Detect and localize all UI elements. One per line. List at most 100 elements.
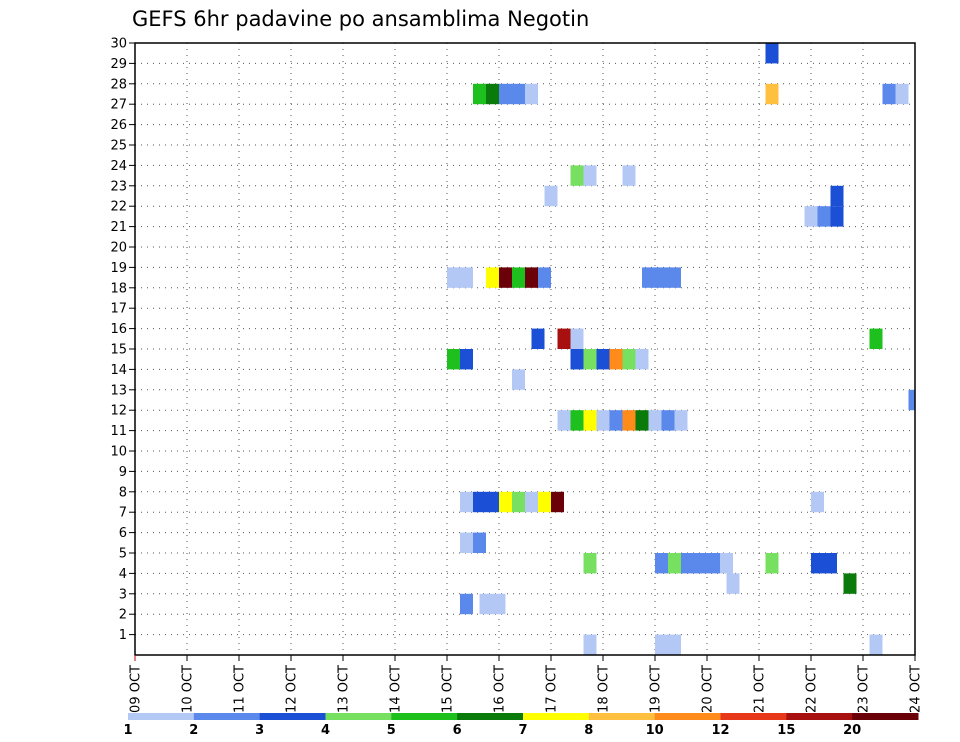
legend-label: 7	[518, 723, 527, 738]
y-tick-label: 27	[110, 98, 127, 113]
precip-cell	[655, 267, 668, 288]
precip-cell	[531, 328, 545, 349]
precip-cell	[635, 349, 649, 370]
precip-cell	[499, 83, 512, 105]
precip-cell	[895, 83, 909, 105]
y-tick-label: 18	[110, 281, 127, 296]
precip-cell	[525, 491, 538, 513]
precip-cell	[655, 634, 668, 655]
y-tick-label: 22	[110, 200, 127, 215]
x-tick-label: 22 OCT	[805, 665, 820, 713]
legend-swatch	[720, 713, 787, 720]
y-tick-label: 1	[119, 628, 127, 643]
precip-cell	[460, 532, 473, 553]
y-tick-label: 10	[110, 445, 127, 460]
precip-cell	[525, 267, 538, 288]
precip-cell	[869, 328, 883, 349]
y-tick-label: 3	[119, 587, 127, 602]
legend-swatch	[457, 713, 524, 720]
legend-label: 4	[321, 723, 330, 738]
precip-cell	[642, 267, 655, 288]
precip-cell	[668, 267, 681, 288]
legend-swatch	[588, 713, 656, 720]
legend-label: 20	[843, 723, 861, 738]
y-axis: 1234567891011121314151617181920212223242…	[110, 37, 135, 643]
x-tick-label: 11 OCT	[233, 665, 248, 713]
x-tick-label: 20 OCT	[701, 665, 716, 713]
y-tick-label: 26	[110, 118, 127, 133]
legend-label: 5	[387, 723, 396, 738]
precip-cell	[817, 206, 831, 227]
precip-cell	[492, 593, 506, 615]
y-tick-label: 7	[119, 506, 127, 521]
precip-cell	[668, 634, 681, 655]
y-tick-label: 4	[119, 567, 127, 582]
precip-cell	[707, 553, 720, 574]
y-tick-label: 14	[110, 363, 127, 378]
x-tick-label: 23 OCT	[857, 665, 872, 713]
precip-cell	[635, 410, 649, 431]
y-tick-label: 19	[110, 261, 127, 276]
precip-cell	[869, 634, 883, 655]
legend-swatch	[325, 713, 392, 720]
precip-cell	[447, 349, 460, 370]
precip-cell	[512, 83, 525, 105]
y-tick-label: 9	[119, 465, 127, 480]
y-tick-label: 8	[119, 485, 127, 500]
precip-cell	[583, 634, 597, 655]
precip-cell	[765, 43, 779, 64]
precip-cell	[544, 185, 558, 207]
y-tick-label: 24	[110, 159, 127, 174]
precip-cell	[538, 267, 551, 288]
x-tick-label: 15 OCT	[441, 665, 456, 713]
x-tick-label: 19 OCT	[649, 665, 664, 713]
precip-cell	[538, 491, 551, 513]
x-axis: 09 OCT 10 OCT 11 OCT 12 OCT 13 OCT 14 OCT 15 O…	[129, 655, 924, 713]
precip-cell	[882, 83, 896, 105]
precip-cell	[512, 491, 525, 513]
legend-label: 10	[646, 723, 664, 738]
precip-cell	[557, 328, 571, 349]
precip-cell	[460, 349, 473, 370]
y-tick-label: 21	[110, 220, 127, 235]
legend-label: 1	[123, 723, 132, 738]
precip-cell	[551, 491, 564, 513]
precip-cell	[622, 165, 636, 186]
precip-cell	[460, 491, 473, 513]
precip-cell	[908, 389, 915, 411]
legend-label: 2	[189, 723, 198, 738]
precip-cell	[830, 185, 844, 207]
y-tick-label: 12	[110, 404, 127, 419]
y-tick-label: 30	[110, 37, 127, 52]
precip-cell	[447, 267, 460, 288]
precip-cell	[473, 491, 486, 513]
y-tick-label: 16	[110, 322, 127, 337]
legend-label: 6	[453, 723, 462, 738]
color-legend: 1 2 3 4 5 6 7 8 10 12 15 20	[123, 713, 919, 738]
precip-cell	[557, 410, 571, 431]
precip-cell	[804, 206, 818, 227]
y-tick-label: 5	[119, 547, 127, 562]
x-tick-label: 10 OCT	[181, 665, 196, 713]
precip-cell	[499, 491, 512, 513]
legend-swatch	[523, 713, 590, 720]
x-tick-label: 14 OCT	[389, 665, 404, 713]
precip-cell	[583, 349, 597, 370]
x-tick-label: 12 OCT	[285, 665, 300, 713]
legend-swatch	[852, 713, 919, 720]
precip-cell	[694, 553, 707, 574]
x-tick-label: 21 OCT	[753, 665, 768, 713]
y-tick-label: 25	[110, 139, 127, 154]
precip-cell	[622, 410, 636, 431]
chart-title: GEFS 6hr padavine po ansamblima Negotin	[132, 7, 589, 31]
legend-swatch	[391, 713, 458, 720]
precip-cell	[570, 328, 584, 349]
x-tick-label: 09 OCT	[129, 665, 144, 713]
precip-cell	[512, 267, 525, 288]
precip-cell	[512, 369, 525, 390]
precip-cell	[570, 410, 584, 431]
precip-cell	[583, 165, 597, 186]
precip-cell	[596, 349, 610, 370]
precip-cell	[830, 206, 844, 227]
